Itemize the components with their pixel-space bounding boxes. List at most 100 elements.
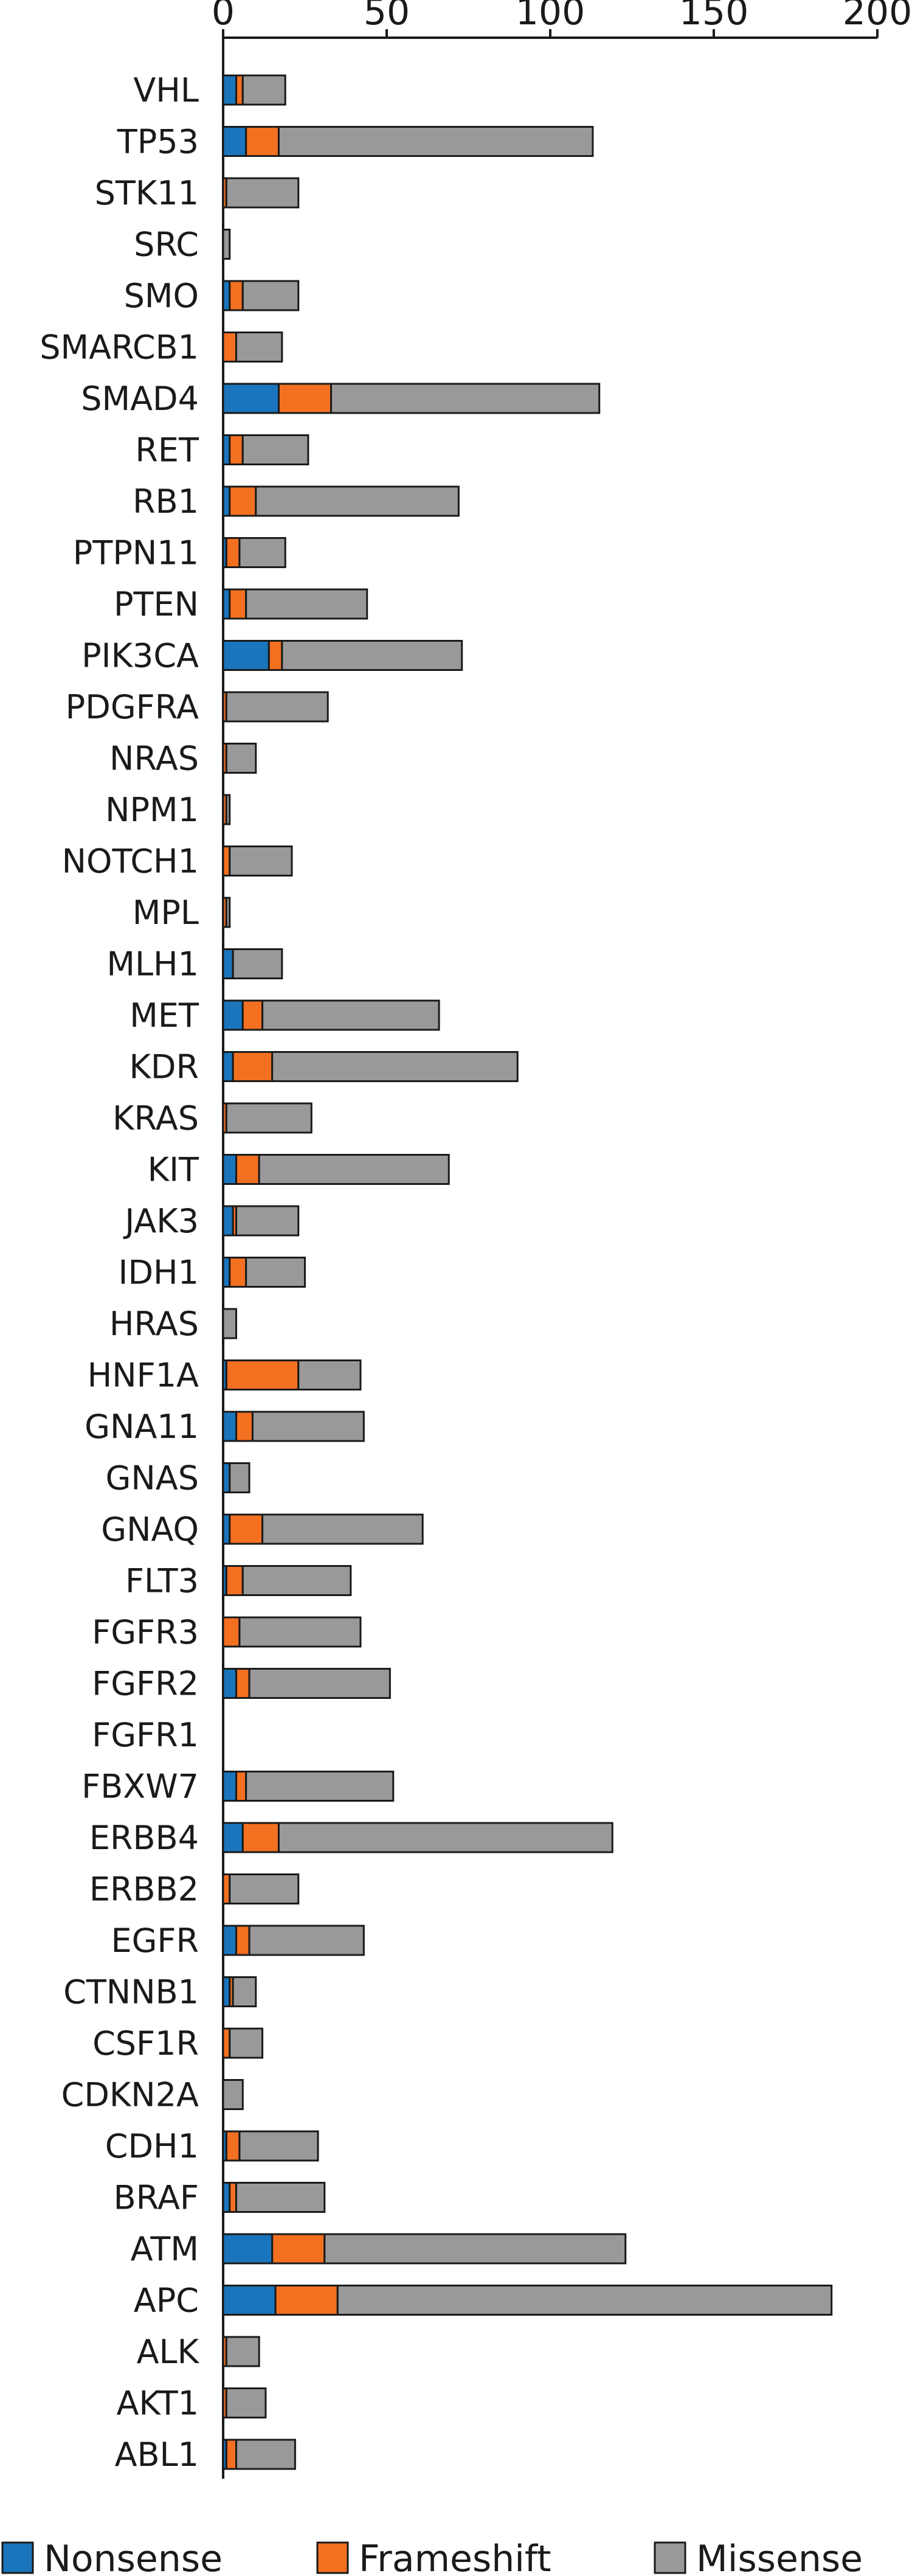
bar-row (222, 1359, 362, 1390)
category-label: MPL (133, 894, 199, 932)
legend-label: Missense (696, 2538, 863, 2576)
bar-segment-frameshift (235, 1668, 250, 1699)
bar-segment-missense (255, 485, 460, 517)
bar-segment-nonsense (222, 999, 244, 1031)
category-labels: VHL TP53 STK11 SRC SMO SMARCB1 SMAD4 RET RB1 PTPN… (40, 71, 199, 2474)
category-label: STK11 (95, 174, 199, 212)
bar-row (222, 74, 286, 106)
bar-segment-missense (277, 1822, 613, 1853)
bar-row (222, 999, 440, 1031)
bar-row (222, 1976, 257, 2007)
bar-row (222, 1616, 362, 1648)
category-label: MLH1 (106, 945, 199, 984)
bar-row (222, 177, 300, 209)
bar-segment-missense (225, 691, 329, 723)
category-label: HRAS (109, 1305, 199, 1343)
category-label: RET (135, 431, 199, 470)
bar-segment-frameshift (225, 1565, 244, 1596)
bar-segment-nonsense (222, 280, 231, 311)
category-label: ERBB2 (89, 1870, 199, 1909)
legend: Nonsense Frameshift Missense (1, 2538, 863, 2576)
category-label: GNAS (106, 1459, 199, 1498)
category-label: TP53 (117, 123, 199, 161)
category-label: SMARCB1 (40, 328, 199, 367)
bar-segment-missense (229, 845, 293, 877)
bar-row (222, 794, 231, 825)
category-label: NRAS (109, 740, 199, 778)
category-label: BRAF (114, 2179, 199, 2217)
bar-segment-frameshift (229, 1513, 264, 1545)
bar-row (222, 897, 231, 928)
category-label: SMAD4 (81, 380, 199, 418)
bar-segment-missense (238, 2130, 319, 2162)
category-label: ALK (137, 2333, 200, 2371)
category-label: HNF1A (88, 1356, 199, 1395)
bar-row (222, 2439, 296, 2470)
bar-row (222, 743, 257, 774)
bar-segment-nonsense (222, 1771, 238, 1802)
bar-row (222, 2336, 260, 2367)
bar-row (222, 1462, 250, 1493)
bar-segment-frameshift (229, 485, 257, 517)
bar-segment-nonsense (222, 1462, 231, 1493)
bar-row (222, 537, 286, 568)
bar-segment-frameshift (235, 1154, 260, 1185)
bar-row (222, 1257, 306, 1288)
bar-row (222, 383, 601, 414)
bar-row (222, 332, 283, 363)
bar-segment-frameshift (245, 126, 280, 157)
bar-segment-missense (261, 1513, 424, 1545)
category-label: NPM1 (105, 791, 199, 829)
bar-segment-frameshift (229, 1257, 247, 1288)
bar-segment-missense (225, 897, 231, 928)
bar-row (222, 2233, 627, 2265)
bar-segment-missense (232, 1976, 257, 2007)
category-label: FGFR2 (92, 1665, 199, 1703)
bar-segment-missense (229, 2027, 264, 2059)
legend-label: Nonsense (44, 2538, 223, 2576)
category-label: ERBB4 (89, 1819, 199, 1857)
category-label: JAK3 (123, 1202, 199, 1240)
bar-segment-frameshift (222, 1873, 231, 1904)
category-label: ABL1 (115, 2435, 199, 2474)
bar-row (222, 2182, 326, 2213)
bar-segment-missense (225, 794, 231, 825)
bar-segment-missense (271, 1051, 519, 1082)
bar-segment-frameshift (235, 1925, 250, 1956)
x-tick-label: 100 (516, 0, 586, 33)
bar-row (222, 588, 368, 620)
bar-row (222, 2387, 267, 2418)
bar-segment-nonsense (222, 74, 238, 106)
bar-segment-missense (248, 1668, 391, 1699)
bar-segment-nonsense (222, 2182, 231, 2213)
bar-segment-missense (235, 2439, 296, 2470)
bar-segment-missense (248, 1925, 365, 1956)
bar-segment-missense (261, 999, 440, 1031)
category-label: ATM (131, 2230, 199, 2268)
bar-segment-frameshift (229, 588, 247, 620)
bar-segment-frameshift (232, 1051, 274, 1082)
bar-segment-frameshift (235, 1771, 247, 1802)
x-tick-label: 150 (679, 0, 749, 33)
bar-segment-missense (225, 2387, 267, 2418)
bar-row (222, 1565, 352, 1596)
bar-segment-missense (225, 177, 300, 209)
bar-segment-nonsense (222, 1513, 231, 1545)
legend-item-missense: Missense (654, 2538, 863, 2576)
category-label: EGFR (111, 1922, 199, 1960)
bar-row (222, 229, 231, 260)
bar-row (222, 1411, 365, 1442)
bar-segment-missense (229, 1873, 300, 1904)
bar-segment-missense (222, 1308, 238, 1339)
bar-row (222, 1051, 519, 1082)
legend-label: Frameshift (359, 2538, 551, 2576)
category-label: PTPN11 (73, 534, 199, 572)
bars (222, 74, 833, 2470)
bar-row (222, 126, 594, 157)
bar-segment-missense (222, 229, 231, 260)
category-label: PTEN (114, 585, 199, 623)
bar-row (222, 1668, 391, 1699)
bar-row (222, 485, 460, 517)
bar-segment-frameshift (268, 640, 283, 671)
bar-segment-missense (235, 332, 283, 363)
